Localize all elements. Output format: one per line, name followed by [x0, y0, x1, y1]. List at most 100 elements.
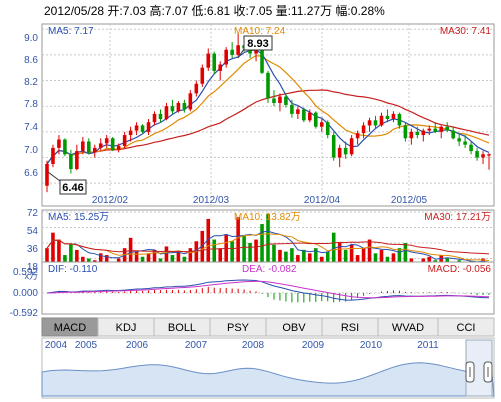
candle-body: [230, 49, 234, 55]
tab-label: MACD: [54, 322, 86, 334]
candle-body: [445, 126, 449, 131]
volume-bar: [45, 248, 49, 274]
candle-body: [427, 128, 432, 131]
date-tick: 2012/05: [391, 195, 428, 206]
macd-histogram: [52, 286, 490, 303]
volume-bar: [128, 237, 133, 274]
candle: [445, 122, 449, 132]
candle-body: [385, 115, 390, 120]
candle-body: [158, 113, 163, 120]
volume-bar: [242, 236, 246, 274]
volume-value: 11.27万: [291, 4, 332, 18]
candle-body: [152, 113, 157, 123]
date-tick: 2012/02: [92, 195, 129, 206]
price-y-tick: 7.4: [24, 122, 38, 133]
candle: [87, 138, 91, 155]
candle: [128, 126, 133, 142]
dea-line: [46, 280, 490, 299]
candle-body: [224, 49, 228, 65]
volume-bar: [397, 248, 402, 274]
candle-body: [331, 135, 336, 158]
candle: [63, 138, 67, 157]
volume-bar: [200, 230, 205, 274]
candle-body: [122, 135, 127, 146]
candle-body: [218, 64, 223, 71]
candle-body: [134, 125, 139, 131]
candle: [104, 135, 109, 148]
timeline-year: 2007: [185, 340, 208, 351]
candle-body: [266, 72, 270, 99]
candle: [158, 109, 163, 123]
change-label: 幅:: [335, 3, 350, 18]
candle-body: [176, 102, 181, 112]
volume-label: 量:: [276, 4, 291, 18]
high-label: 高:: [149, 3, 164, 18]
candle-body: [164, 106, 169, 120]
tab-kdj[interactable]: KDJ: [97, 317, 155, 337]
candle: [57, 135, 61, 155]
close-label: 收:: [234, 4, 249, 18]
low-label: 低:: [192, 4, 207, 18]
quote-date: 2012/05/28: [44, 4, 104, 18]
candle-body: [248, 48, 252, 54]
volume-ma-lines: [46, 230, 490, 263]
tab-psy[interactable]: PSY: [209, 317, 267, 337]
timeline-handle-right[interactable]: [483, 361, 493, 383]
high-marker: 8.93: [247, 38, 268, 50]
tab-macd[interactable]: MACD: [41, 317, 99, 337]
tab-cci[interactable]: CCI: [437, 317, 495, 337]
candle-body: [313, 112, 318, 127]
volume-bar: [248, 243, 252, 274]
candle: [236, 33, 240, 57]
volume-bar: [349, 244, 354, 274]
candle: [331, 131, 336, 161]
candle: [266, 70, 270, 103]
candle: [98, 138, 103, 152]
macd-label: MACD: -0.056: [428, 264, 492, 275]
candle-body: [254, 48, 258, 54]
candle: [45, 160, 49, 193]
volume-ma10-label: MA10: 13.82万: [234, 212, 301, 223]
candle-body: [51, 147, 55, 164]
price-y-axis: 9.0 8.6 8.2 7.8 7.4 7.0 6.6: [24, 33, 38, 179]
candle: [75, 144, 79, 171]
volume-bar: [254, 239, 258, 274]
candle-body: [451, 130, 455, 139]
tab-wvad[interactable]: WVAD: [377, 317, 439, 337]
quote-header: 2012/05/28 开:7.03 高:7.07 低:6.81 收:7.05 量…: [44, 3, 385, 18]
tab-boll[interactable]: BOLL: [153, 317, 211, 337]
candle-body: [481, 154, 485, 158]
volume-bar: [51, 232, 55, 274]
candle: [290, 99, 294, 118]
volume-bar: [218, 248, 223, 274]
candle: [152, 111, 157, 126]
volume-bar: [206, 218, 211, 274]
candle: [206, 48, 211, 71]
candle-body: [104, 138, 109, 144]
candle-body: [87, 141, 91, 153]
candle: [361, 122, 366, 139]
volume-bar: [236, 217, 240, 274]
candle: [212, 51, 217, 75]
candle-body: [194, 83, 199, 94]
timeline-years: 2004 2005 2006 2007 2008 2009 2010 2011: [45, 340, 439, 351]
tab-rsi[interactable]: RSI: [321, 317, 379, 337]
tab-obv[interactable]: OBV: [265, 317, 323, 337]
candlestick-series: [45, 33, 491, 193]
candle-body: [337, 147, 342, 158]
timeline-handle-left[interactable]: [465, 361, 475, 383]
price-y-tick: 8.2: [24, 77, 38, 88]
candle: [140, 124, 145, 134]
candle-body: [81, 141, 85, 152]
volume-ma5-path: [46, 230, 490, 263]
candle: [325, 120, 330, 139]
candle-body: [236, 45, 240, 55]
candle: [134, 122, 139, 136]
candle: [182, 99, 187, 113]
candle-body: [63, 139, 67, 155]
candle-body: [308, 112, 312, 121]
candle: [367, 117, 372, 132]
price-y-tick: 7.8: [24, 99, 38, 110]
volume-bar: [313, 248, 318, 274]
candle: [451, 126, 455, 140]
